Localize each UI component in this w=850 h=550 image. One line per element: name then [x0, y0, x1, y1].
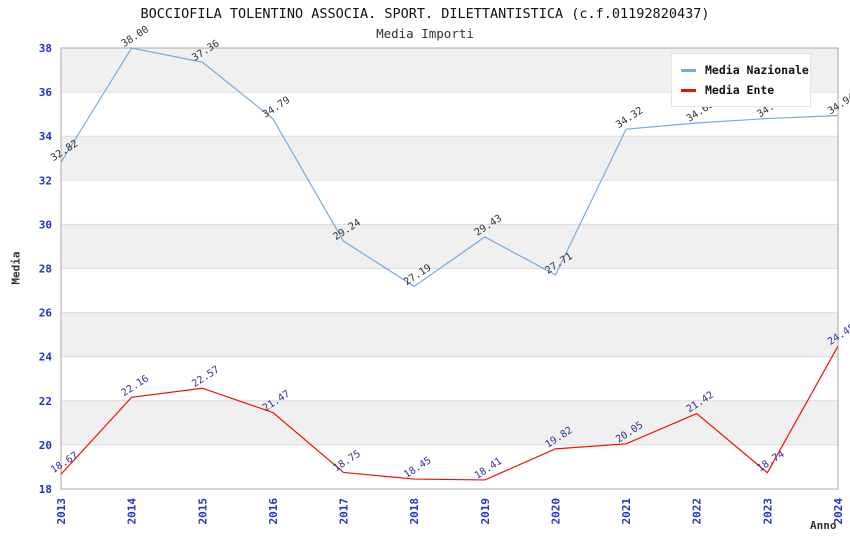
x-tick-label: 2016	[267, 498, 280, 525]
y-tick-label: 26	[39, 307, 53, 320]
x-tick-label: 2018	[408, 498, 421, 525]
y-tick-label: 30	[39, 218, 52, 231]
y-tick-label: 18	[39, 483, 52, 496]
y-tick-label: 34	[39, 130, 53, 143]
y-axis-title: Media	[9, 251, 23, 285]
legend-item-media-ente: Media Ente	[681, 80, 804, 100]
x-tick-label: 2014	[126, 498, 139, 525]
y-tick-label: 38	[39, 42, 52, 55]
plot-border	[60, 47, 839, 490]
x-tick-label: 2017	[338, 498, 351, 525]
x-tick-label: 2022	[691, 498, 704, 525]
series-line-0	[60, 47, 839, 288]
series-line-1	[60, 345, 839, 481]
data-label: 18.75	[332, 449, 363, 475]
plot-band	[61, 136, 838, 181]
legend-line-swatch-nazionale	[681, 68, 696, 72]
plot-band	[61, 312, 838, 357]
data-label: 34.79	[261, 95, 292, 121]
legend-item-media-nazionale: Media Nazionale	[681, 60, 809, 80]
legend-label-nazionale: Media Nazionale	[705, 63, 809, 77]
x-tick-label: 2013	[55, 498, 68, 525]
y-tick-label: 20	[39, 439, 52, 452]
y-tick-label: 28	[39, 263, 52, 276]
x-axis-title: Anno	[810, 519, 837, 532]
data-label: 18.45	[402, 455, 433, 481]
data-label: 22.57	[190, 364, 221, 390]
chart-title: BOCCIOFILA TOLENTINO ASSOCIA. SPORT. DIL…	[140, 6, 710, 22]
data-label: 18.67	[49, 450, 80, 476]
y-tick-label: 24	[39, 351, 53, 364]
y-tick-label: 22	[39, 395, 52, 408]
x-tick-label: 2015	[196, 498, 209, 525]
data-label: 34.32	[614, 105, 645, 131]
legend-line-swatch-ente	[681, 88, 696, 92]
x-tick-label: 2024	[832, 498, 845, 525]
plot-band	[61, 400, 838, 445]
x-tick-label: 2021	[620, 498, 633, 525]
y-tick-label: 36	[39, 86, 53, 99]
y-tick-label: 32	[39, 174, 52, 187]
chart-subtitle: Media Importi	[376, 26, 474, 41]
x-tick-label: 2019	[479, 498, 492, 525]
legend-label-ente: Media Ente	[705, 83, 775, 97]
x-tick-label: 2020	[549, 498, 562, 525]
legend: Media Nazionale Media Ente	[671, 53, 811, 107]
x-tick-label: 2023	[761, 498, 774, 525]
data-label: 18.74	[755, 449, 786, 475]
